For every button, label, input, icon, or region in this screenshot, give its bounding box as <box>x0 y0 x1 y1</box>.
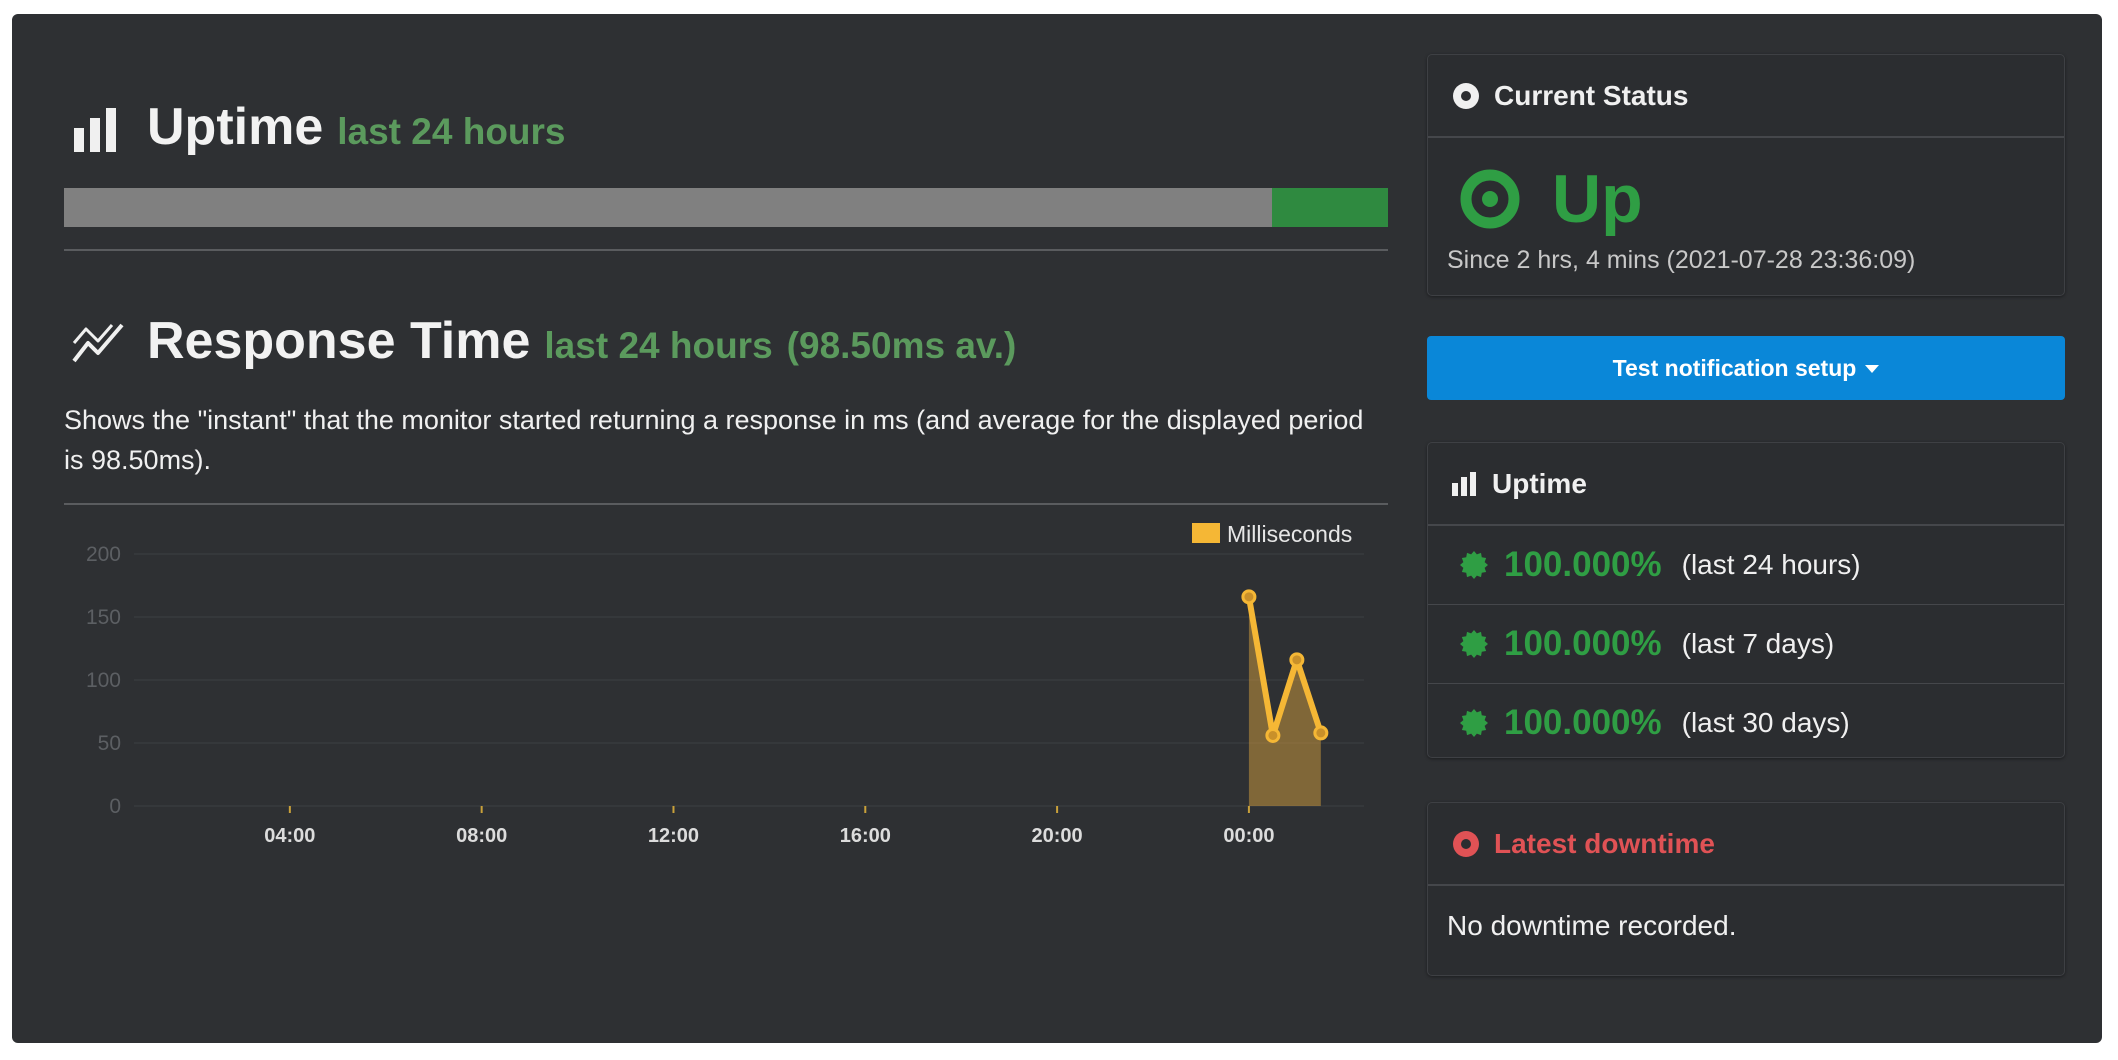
dot-circle-icon <box>1453 830 1479 857</box>
x-tick-label: 04:00 <box>264 825 315 847</box>
uptime-period: (last 24 hours) <box>1681 549 1861 580</box>
test-notification-button[interactable]: Test notification setup <box>1427 336 2065 400</box>
test-notification-label: Test notification setup <box>1612 354 1857 381</box>
x-tick-label: 08:00 <box>456 825 507 847</box>
response-time-description: Shows the "instant" that the monitor sta… <box>64 405 1364 475</box>
uptime-panel-title: Uptime <box>1492 467 1587 499</box>
y-tick-label: 200 <box>86 543 121 566</box>
uptime-bar[interactable] <box>64 188 1388 227</box>
divider <box>64 249 1388 251</box>
data-point <box>1313 725 1329 741</box>
uptime-percent: 100.000% <box>1504 703 1662 742</box>
bar-chart-icon <box>1452 471 1476 496</box>
data-point <box>1241 589 1257 605</box>
certificate-icon <box>1460 630 1488 658</box>
current-status-title: Current Status <box>1494 79 1689 111</box>
uptime-subtitle: last 24 hours <box>337 111 566 152</box>
response-time-chart[interactable]: 200 150 100 50 0 04:00 08:00 12:00 16:00 20:00 00:… <box>64 514 1389 914</box>
x-tick-label: 12:00 <box>648 825 699 847</box>
current-status-panel: Current Status Up Since 2 hrs, 4 mins (2… <box>1427 54 2065 296</box>
legend-swatch <box>1192 523 1220 543</box>
data-point <box>1265 727 1281 743</box>
latest-downtime-header: Latest downtime <box>1428 803 2064 886</box>
latest-downtime-message: No downtime recorded. <box>1447 910 1737 941</box>
status-indicator: Up <box>1428 138 2064 238</box>
y-tick-label: 100 <box>86 669 121 692</box>
legend-label: Milliseconds <box>1227 521 1352 547</box>
current-status-header: Current Status <box>1428 55 2064 138</box>
uptime-rows: 100.000% (last 24 hours) 100.000% (last … <box>1428 526 2064 762</box>
x-tick-label: 16:00 <box>840 825 891 847</box>
y-tick-label: 150 <box>86 606 121 629</box>
divider <box>64 503 1388 505</box>
line-chart-icon <box>72 323 124 363</box>
data-point <box>1289 652 1305 668</box>
response-time-average: (98.50ms av.) <box>786 325 1017 366</box>
uptime-row: 100.000% (last 24 hours) <box>1428 526 2064 605</box>
uptime-period: (last 7 days) <box>1681 628 1835 659</box>
uptime-bar-up-segment[interactable] <box>1271 188 1388 227</box>
uptime-percent: 100.000% <box>1504 545 1662 584</box>
uptime-panel: Uptime 100.000% (last 24 hours) 100.000%… <box>1427 442 2065 758</box>
x-tick-label: 00:00 <box>1223 825 1274 847</box>
certificate-icon <box>1460 551 1488 579</box>
y-tick-label: 50 <box>98 732 121 755</box>
status-since: Since 2 hrs, 4 mins (2021-07-28 23:36:09… <box>1447 246 1916 274</box>
x-tick-label: 20:00 <box>1032 825 1083 847</box>
bar-chart-icon <box>74 108 116 152</box>
monitor-page: Uptime last 24 hours Response Time last … <box>12 14 2102 1043</box>
uptime-period: (last 30 days) <box>1681 707 1850 738</box>
response-time-title: Response Time <box>147 312 531 370</box>
series-line <box>1245 596 1324 739</box>
response-time-subtitle: last 24 hours <box>544 325 773 366</box>
status-text: Up <box>1552 161 1643 237</box>
uptime-row: 100.000% (last 7 days) <box>1428 605 2064 684</box>
y-tick-label: 0 <box>109 795 121 818</box>
latest-downtime-panel: Latest downtime No downtime recorded. <box>1427 802 2065 976</box>
uptime-title: Uptime <box>147 98 324 156</box>
dot-circle-icon <box>1453 82 1479 109</box>
uptime-percent: 100.000% <box>1504 624 1662 663</box>
uptime-panel-header: Uptime <box>1428 443 2064 526</box>
caret-down-icon <box>1865 365 1880 373</box>
latest-downtime-title: Latest downtime <box>1494 827 1715 859</box>
status-up-icon <box>1460 169 1520 229</box>
uptime-row: 100.000% (last 30 days) <box>1428 684 2064 762</box>
certificate-icon <box>1460 709 1488 737</box>
